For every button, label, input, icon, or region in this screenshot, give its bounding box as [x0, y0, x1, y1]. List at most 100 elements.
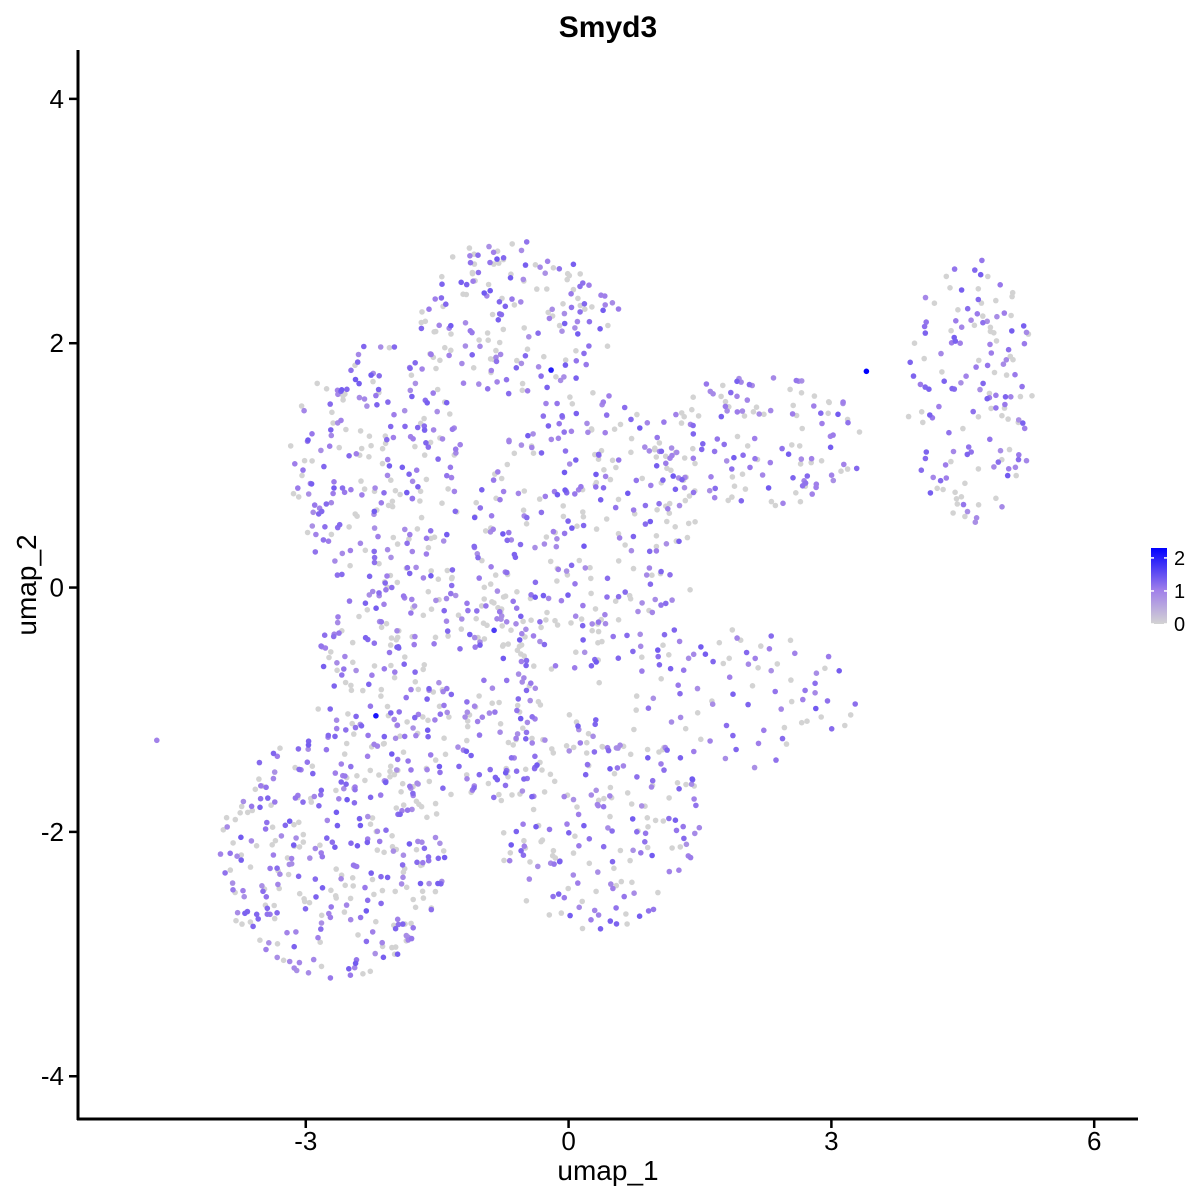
- cell-point: [746, 381, 753, 388]
- cell-point: [386, 344, 393, 351]
- cell-point: [516, 637, 523, 643]
- cell-point: [417, 498, 423, 504]
- cell-point: [234, 853, 240, 859]
- cell-point: [392, 888, 399, 895]
- cell-point: [797, 461, 804, 467]
- cell-point: [670, 473, 676, 479]
- cell-point: [583, 361, 589, 368]
- cell-point: [650, 695, 657, 702]
- cell-point: [646, 448, 653, 454]
- cell-point: [296, 959, 303, 966]
- cell-point: [366, 454, 372, 460]
- cell-point: [518, 658, 525, 665]
- cell-point: [624, 921, 630, 927]
- cell-point: [844, 466, 851, 472]
- cell-point: [584, 739, 590, 746]
- cell-point: [308, 481, 315, 487]
- cell-point: [734, 393, 740, 400]
- cell-point: [399, 862, 406, 868]
- cell-point: [317, 939, 324, 945]
- cell-point: [513, 621, 519, 627]
- cell-point: [580, 509, 586, 515]
- cell-point: [586, 860, 593, 867]
- cell-point: [905, 413, 912, 420]
- cell-point: [563, 568, 570, 574]
- cell-point: [434, 386, 441, 393]
- cell-point: [588, 663, 595, 669]
- cell-point: [395, 921, 402, 928]
- cell-point: [496, 339, 503, 346]
- x-tick-label: 3: [824, 1126, 838, 1156]
- cell-point: [576, 904, 582, 911]
- cell-point: [394, 579, 401, 586]
- cell-point: [364, 839, 371, 846]
- cell-point: [400, 874, 406, 881]
- cell-point: [476, 575, 483, 581]
- cell-point: [629, 816, 636, 822]
- cell-point: [767, 459, 774, 466]
- cell-point: [232, 816, 239, 823]
- cell-point: [531, 663, 537, 669]
- cell-point: [388, 710, 394, 716]
- cell-point: [566, 748, 572, 754]
- cell-point: [984, 318, 990, 325]
- cell-point: [636, 913, 643, 919]
- cell-point: [751, 435, 758, 442]
- cell-point: [467, 328, 474, 334]
- cell-point: [991, 369, 998, 376]
- cell-point: [449, 254, 456, 260]
- cell-point: [443, 399, 450, 406]
- cell-point: [972, 267, 978, 273]
- cell-point: [346, 524, 352, 530]
- cell-point: [465, 607, 471, 614]
- cell-point: [745, 661, 752, 667]
- cell-point: [527, 697, 533, 704]
- cell-point: [399, 464, 406, 471]
- cell-point: [315, 511, 322, 517]
- cell-point: [432, 296, 439, 302]
- cell-point: [410, 725, 416, 731]
- cell-point: [271, 769, 278, 775]
- cell-point: [518, 360, 525, 367]
- cell-point: [439, 436, 446, 442]
- cell-point: [421, 423, 428, 429]
- cell-point: [573, 375, 579, 381]
- cell-point: [560, 503, 566, 509]
- cell-point: [566, 461, 573, 467]
- cell-point: [1021, 425, 1028, 432]
- cell-point: [376, 772, 382, 778]
- cell-point: [561, 374, 567, 380]
- cell-point: [541, 353, 547, 360]
- cell-point: [348, 682, 354, 689]
- cell-point: [486, 243, 492, 250]
- cell-point: [348, 486, 354, 493]
- cell-point: [257, 795, 264, 802]
- cell-point: [295, 494, 302, 500]
- cell-point: [401, 407, 408, 414]
- cell-point: [502, 770, 509, 776]
- cell-point: [630, 847, 636, 854]
- cell-point: [625, 490, 631, 497]
- cell-point: [338, 761, 345, 767]
- cell-point: [672, 486, 679, 493]
- cell-point: [642, 502, 649, 509]
- cell-point: [597, 497, 604, 503]
- cell-point: [471, 785, 477, 791]
- cell-point: [663, 600, 669, 607]
- cell-point: [644, 815, 651, 821]
- cell-point: [471, 543, 478, 550]
- cell-point: [322, 524, 328, 530]
- cell-point: [424, 766, 430, 773]
- cell-point: [376, 560, 382, 567]
- cell-point: [410, 896, 417, 903]
- cell-point: [480, 620, 487, 626]
- cell-point: [722, 398, 729, 405]
- cell-point: [1013, 472, 1019, 479]
- cell-point: [1008, 312, 1014, 319]
- cell-point: [712, 485, 718, 492]
- cell-point: [387, 642, 394, 648]
- cell-point: [428, 351, 434, 358]
- cell-point: [600, 843, 607, 850]
- cell-point: [554, 622, 561, 628]
